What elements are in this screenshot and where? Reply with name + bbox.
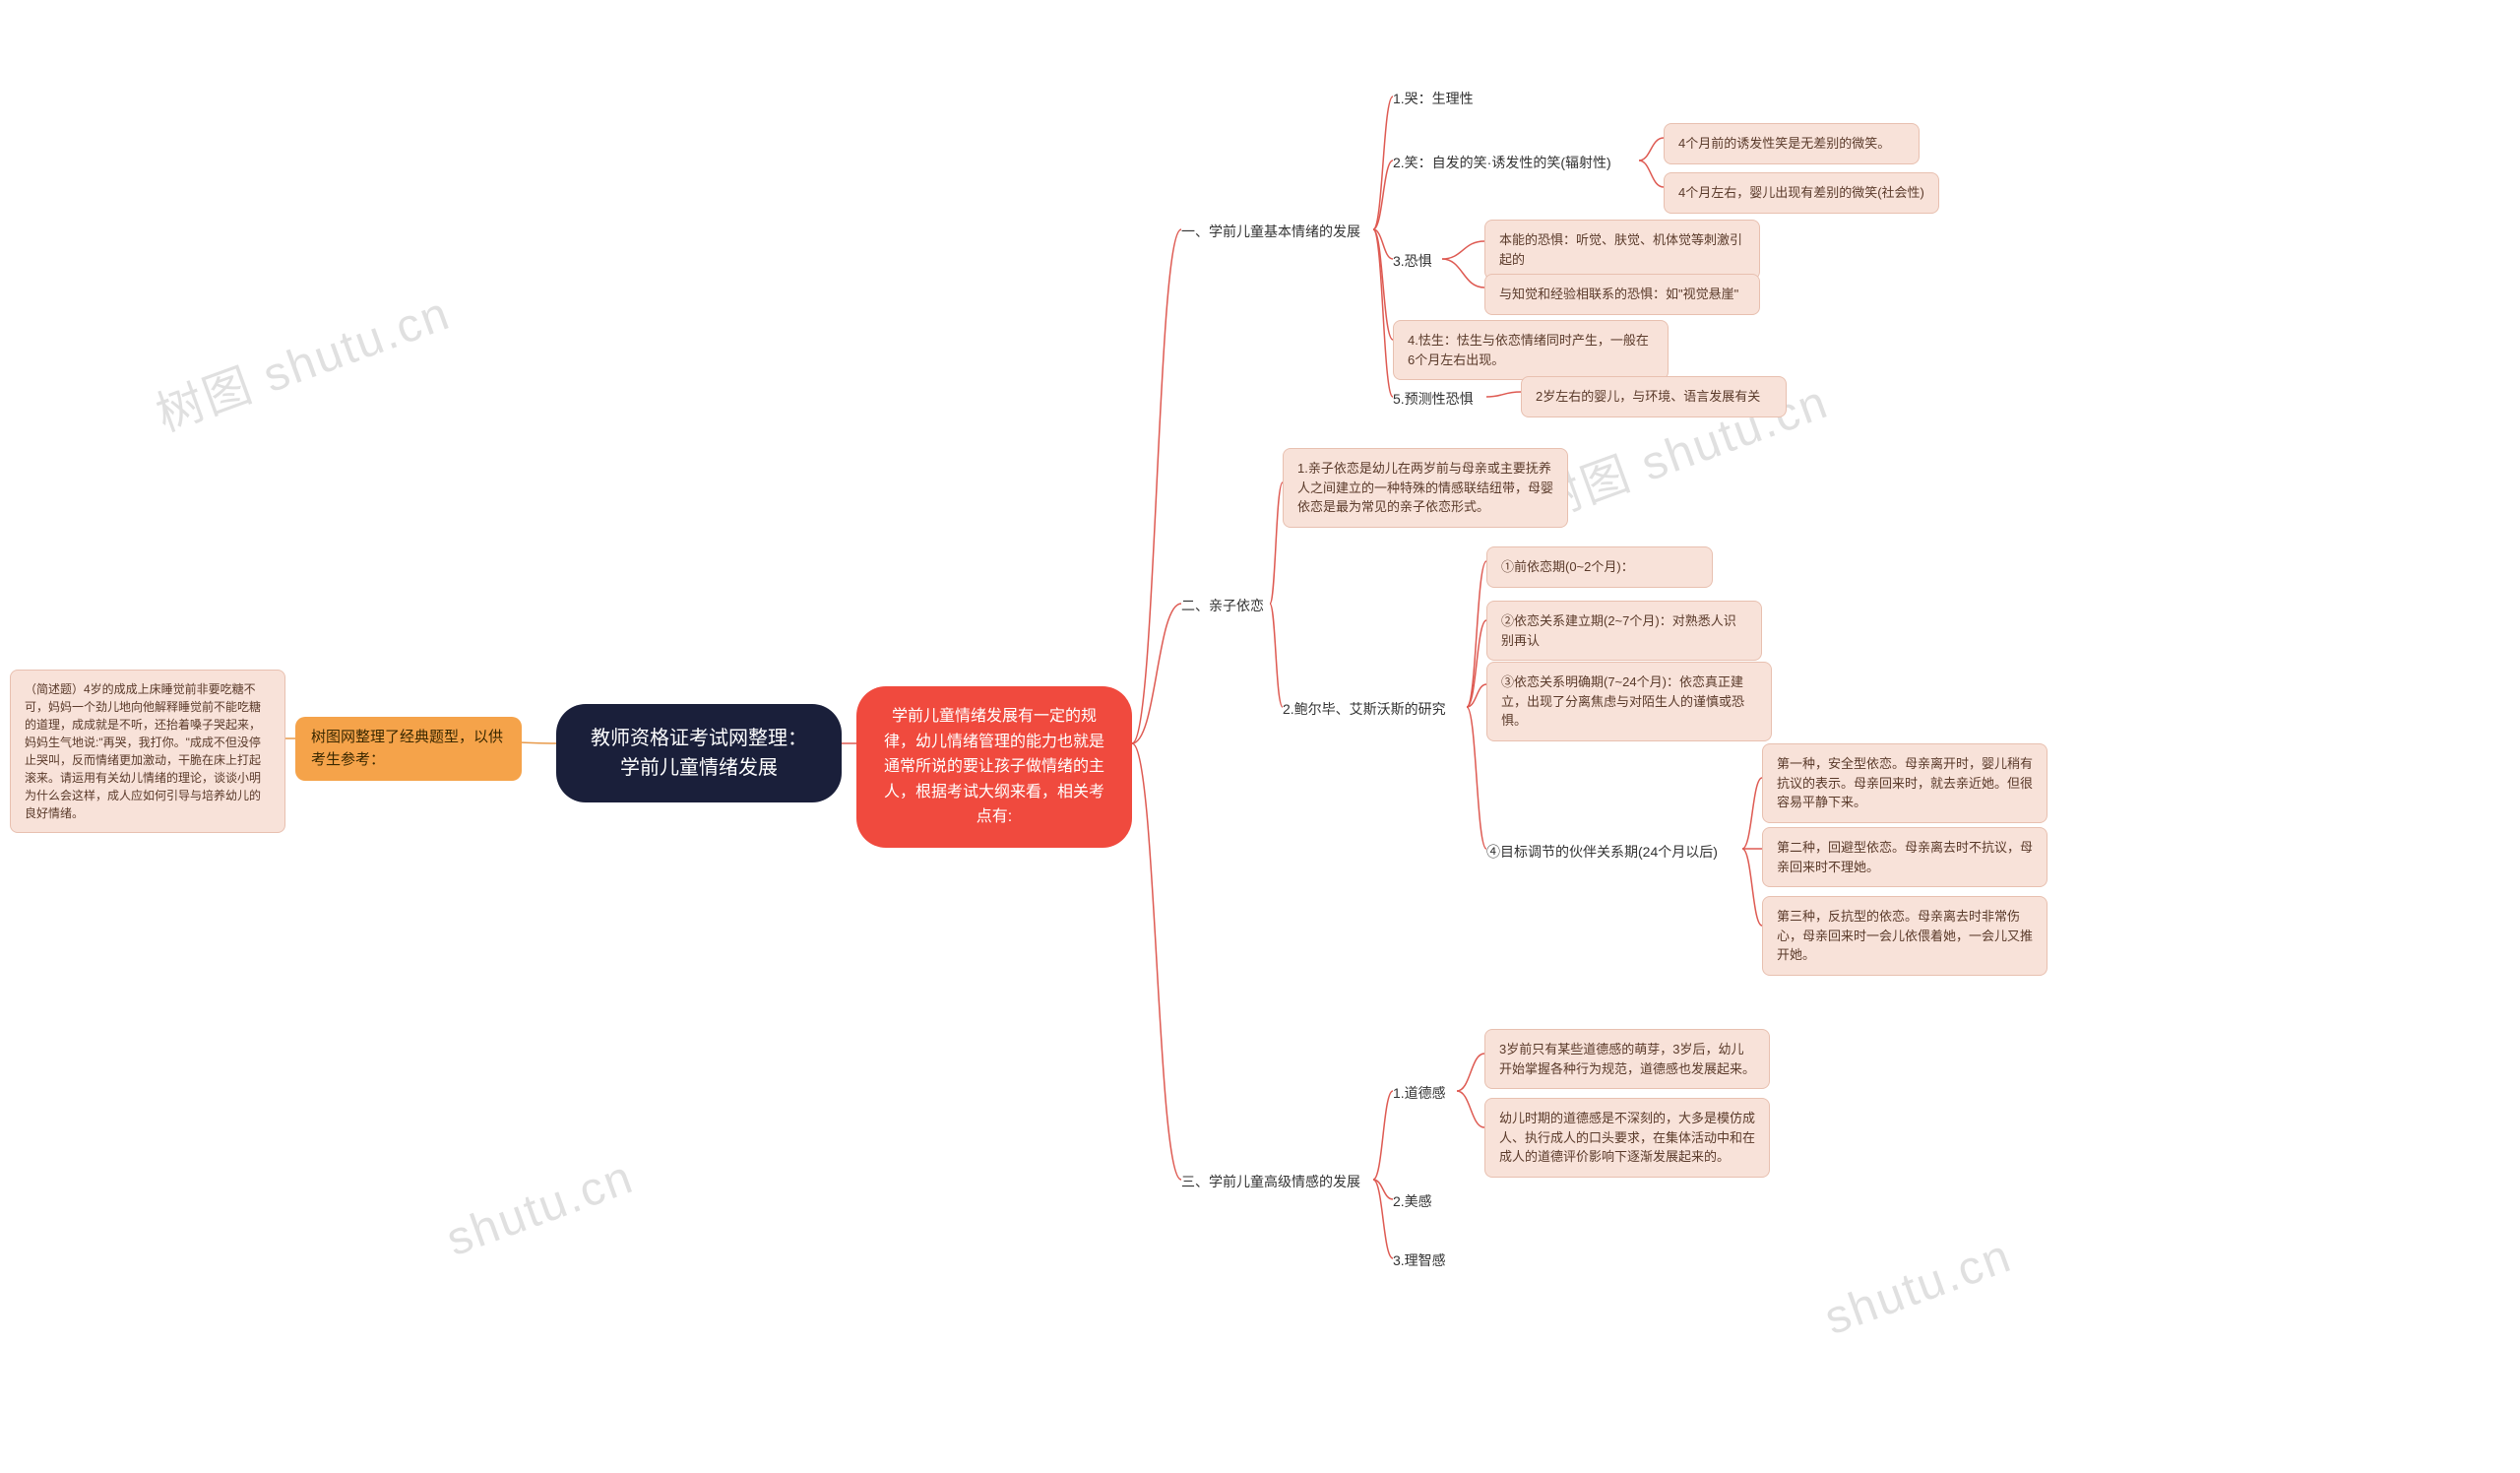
b3-c1-s1: 3岁前只有某些道德感的萌芽，3岁后，幼儿开始掌握各种行为规范，道德感也发展起来。: [1484, 1029, 1770, 1089]
branch-3-label: 三、学前儿童高级情感的发展: [1181, 1172, 1360, 1191]
b2-c2-s4-3: 第三种，反抗型的依恋。母亲离去时非常伤心，母亲回来时一会儿依偎着她，一会儿又推开…: [1762, 896, 2048, 976]
b2-c2-s4-1: 第一种，安全型依恋。母亲离开时，婴儿稍有抗议的表示。母亲回来时，就去亲近她。但很…: [1762, 743, 2048, 823]
watermark: shutu.cn: [1818, 1229, 2019, 1346]
branch-2-label: 二、亲子依恋: [1181, 596, 1264, 615]
b1-c5: 5.预测性恐惧: [1393, 389, 1474, 409]
b2-c2-s1: ①前依恋期(0~2个月)：: [1486, 546, 1713, 588]
b1-c3-s2: 与知觉和经验相联系的恐惧：如"视觉悬崖": [1484, 274, 1760, 315]
b2-c2-s4: ④目标调节的伙伴关系期(24个月以后): [1486, 842, 1718, 862]
b1-c1: 1.哭：生理性: [1393, 89, 1474, 108]
b2-c2: 2.鲍尔毕、艾斯沃斯的研究: [1283, 699, 1446, 719]
watermark: shutu.cn: [440, 1150, 641, 1267]
red-main-node: 学前儿童情绪发展有一定的规律，幼儿情绪管理的能力也就是通常所说的要让孩子做情绪的…: [856, 686, 1132, 848]
b2-c2-s4-2: 第二种，回避型依恋。母亲离去时不抗议，母亲回来时不理她。: [1762, 827, 2048, 887]
b2-c2-s2: ②依恋关系建立期(2~7个月)：对熟悉人识别再认: [1486, 601, 1762, 661]
b1-c2: 2.笑：自发的笑·诱发性的笑(辐射性): [1393, 153, 1611, 172]
b3-c3: 3.理智感: [1393, 1250, 1446, 1270]
b1-c2-s2: 4个月左右，婴儿出现有差别的微笑(社会性): [1664, 172, 1939, 214]
root-node: 教师资格证考试网整理：学前儿童情绪发展: [556, 704, 842, 802]
b3-c1-s2: 幼儿时期的道德感是不深刻的，大多是模仿成人、执行成人的口头要求，在集体活动中和在…: [1484, 1098, 1770, 1178]
b1-c5-s1: 2岁左右的婴儿，与环境、语言发展有关: [1521, 376, 1787, 417]
left-peach-node: （简述题）4岁的成成上床睡觉前非要吃糖不可，妈妈一个劲儿地向他解释睡觉前不能吃糖…: [10, 670, 285, 833]
b1-c4: 4.怯生：怯生与依恋情绪同时产生，一般在6个月左右出现。: [1393, 320, 1669, 380]
left-orange-node: 树图网整理了经典题型，以供考生参考：: [295, 717, 522, 781]
b1-c3-s1: 本能的恐惧：听觉、肤觉、机体觉等刺激引起的: [1484, 220, 1760, 280]
b1-c2-s1: 4个月前的诱发性笑是无差别的微笑。: [1664, 123, 1920, 164]
b2-c2-s3: ③依恋关系明确期(7~24个月)：依恋真正建立，出现了分离焦虑与对陌生人的谨慎或…: [1486, 662, 1772, 741]
watermark: 树图 shutu.cn: [145, 275, 458, 445]
b3-c2: 2.美感: [1393, 1191, 1432, 1211]
b1-c3: 3.恐惧: [1393, 251, 1432, 271]
branch-1-label: 一、学前儿童基本情绪的发展: [1181, 222, 1360, 241]
b2-c1: 1.亲子依恋是幼儿在两岁前与母亲或主要抚养人之间建立的一种特殊的情感联结纽带，母…: [1283, 448, 1568, 528]
b3-c1: 1.道德感: [1393, 1083, 1446, 1103]
